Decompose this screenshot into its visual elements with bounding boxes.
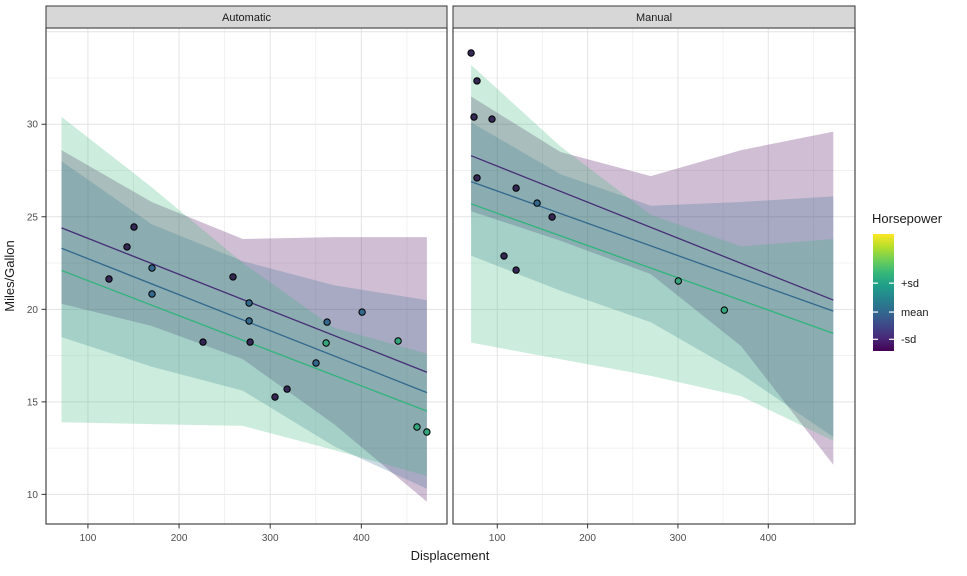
legend-label-minus-sd: -sd [901, 334, 916, 346]
data-point [423, 428, 431, 436]
trend-line-minus-sd [61, 227, 428, 373]
legend-label-mean: mean [901, 307, 929, 319]
data-point [323, 318, 331, 326]
trend-line-plus-sd [470, 203, 834, 334]
x-axis-tick-label: 400 [353, 533, 370, 544]
data-point [470, 113, 478, 121]
ribbon-mean [471, 122, 834, 438]
data-point [467, 49, 475, 57]
data-point [271, 393, 279, 401]
facet-strip-label-manual: Manual [636, 12, 672, 24]
trend-line-mean [61, 247, 428, 394]
trend-line-minus-sd [470, 155, 834, 301]
legend-horsepower: Horsepower +sd mean -sd [872, 211, 943, 351]
data-point [512, 266, 520, 274]
data-point [358, 308, 366, 316]
x-axis-tick-label: 200 [579, 533, 596, 544]
y-axis-tick-label: 10 [27, 490, 39, 501]
data-point [245, 299, 253, 307]
data-point [512, 184, 520, 192]
data-point [394, 337, 402, 345]
legend-title: Horsepower [872, 211, 943, 226]
data-point [548, 213, 556, 221]
data-point [674, 277, 682, 285]
data-point [245, 317, 253, 325]
y-axis-tick-label: 20 [27, 305, 39, 316]
x-axis-tick-label: 200 [171, 533, 188, 544]
data-point [473, 174, 481, 182]
data-point [720, 306, 728, 314]
data-point [123, 243, 131, 251]
x-axis-tick-label: 100 [489, 533, 506, 544]
x-axis-tick-label: 300 [262, 533, 279, 544]
x-axis-tick-label: 400 [760, 533, 777, 544]
trend-line-mean [470, 180, 834, 312]
ribbon-minus-sd [471, 96, 834, 465]
x-axis-title: Displacement [411, 548, 490, 563]
data-point [199, 338, 207, 346]
panel-background [46, 28, 447, 524]
y-axis-tick-label: 25 [27, 212, 39, 223]
legend-label-plus-sd: +sd [901, 278, 919, 290]
facet-strip-label-automatic: Automatic [222, 12, 271, 24]
data-point [246, 338, 254, 346]
y-axis-tick-label: 30 [27, 120, 39, 131]
data-point [130, 223, 138, 231]
ribbon-plus-sd [61, 116, 427, 476]
data-point [229, 273, 237, 281]
facet-strip-automatic [45, 5, 448, 29]
data-point [148, 264, 156, 272]
data-point [413, 423, 421, 431]
y-axis-title: Miles/Gallon [2, 240, 17, 312]
data-point [148, 290, 156, 298]
data-point [488, 115, 496, 123]
ribbon-mean [61, 161, 427, 489]
legend-colorbar [873, 234, 894, 351]
data-point [105, 275, 113, 283]
trend-line-plus-sd [61, 269, 428, 412]
data-point [533, 199, 541, 207]
data-point [473, 77, 481, 85]
data-point [312, 359, 320, 367]
data-point [322, 339, 330, 347]
panel-content-automatic [61, 116, 431, 502]
panel-background [453, 28, 855, 524]
panel-content-manual [467, 49, 834, 465]
ribbon-plus-sd [471, 65, 834, 441]
x-axis-tick-label: 300 [670, 533, 687, 544]
data-point [500, 252, 508, 260]
x-axis-tick-label: 100 [80, 533, 97, 544]
ribbon-minus-sd [61, 150, 427, 502]
facet-strip-manual [452, 5, 856, 29]
data-point [283, 385, 291, 393]
y-axis-tick-label: 15 [27, 397, 39, 408]
